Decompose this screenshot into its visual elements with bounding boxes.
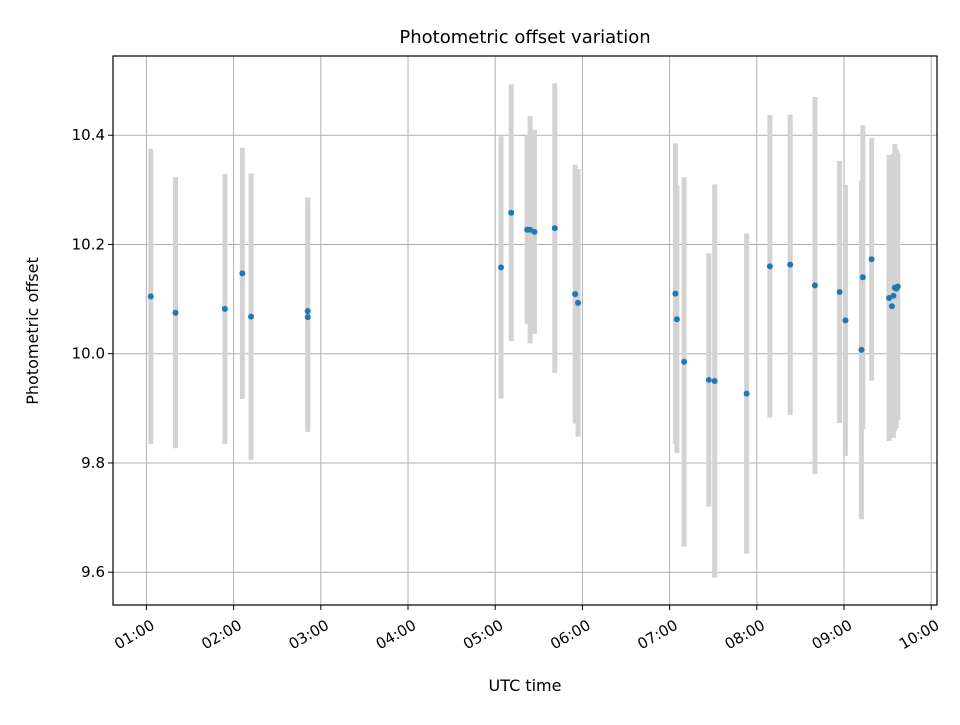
data-point bbox=[304, 314, 311, 321]
data-point bbox=[811, 282, 818, 289]
y-axis-label: Photometric offset bbox=[23, 257, 42, 405]
data-point bbox=[673, 316, 680, 323]
data-point bbox=[858, 346, 865, 353]
data-point bbox=[147, 293, 154, 300]
y-tick-label: 9.8 bbox=[81, 454, 105, 472]
data-point bbox=[888, 303, 895, 310]
y-tick-label: 10.0 bbox=[72, 345, 105, 363]
data-point bbox=[894, 283, 901, 290]
data-point bbox=[743, 390, 750, 397]
y-tick-label: 10.2 bbox=[72, 235, 105, 253]
chart-title: Photometric offset variation bbox=[399, 27, 650, 48]
data-point bbox=[787, 261, 794, 268]
data-point bbox=[304, 308, 311, 315]
data-point bbox=[890, 292, 897, 299]
data-point bbox=[705, 376, 712, 383]
data-point bbox=[248, 313, 255, 320]
data-points bbox=[147, 209, 901, 397]
data-point bbox=[836, 288, 843, 295]
plot-frame bbox=[112, 55, 938, 606]
data-point bbox=[672, 290, 679, 297]
data-point bbox=[572, 291, 579, 298]
data-point bbox=[239, 270, 246, 277]
data-point bbox=[508, 209, 515, 216]
data-point bbox=[766, 263, 773, 270]
data-point bbox=[575, 299, 582, 306]
data-point bbox=[868, 256, 875, 263]
data-point bbox=[498, 264, 505, 271]
y-tick-label: 9.6 bbox=[81, 563, 105, 581]
data-point bbox=[551, 225, 558, 232]
x-axis-label: UTC time bbox=[489, 676, 562, 695]
data-point bbox=[531, 228, 538, 235]
y-tick-label: 10.4 bbox=[72, 126, 105, 144]
data-point bbox=[221, 305, 228, 312]
data-point bbox=[172, 309, 179, 316]
data-point bbox=[711, 378, 718, 385]
data-point bbox=[681, 358, 688, 365]
data-point bbox=[842, 317, 849, 324]
data-point bbox=[859, 274, 866, 281]
